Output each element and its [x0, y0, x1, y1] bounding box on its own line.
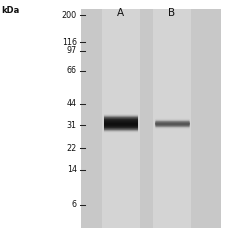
- Text: 44: 44: [67, 99, 76, 108]
- Text: 31: 31: [67, 121, 76, 129]
- Text: 6: 6: [72, 200, 76, 209]
- Text: 200: 200: [61, 11, 76, 20]
- Bar: [81, 9, 220, 228]
- Text: B: B: [167, 8, 175, 18]
- Text: 14: 14: [67, 165, 76, 174]
- Text: 116: 116: [62, 38, 76, 47]
- Text: 97: 97: [66, 47, 77, 55]
- Text: 22: 22: [66, 144, 77, 153]
- Bar: [152, 9, 190, 228]
- Text: kDa: kDa: [1, 6, 19, 15]
- Text: 66: 66: [67, 66, 76, 75]
- Bar: [101, 9, 140, 228]
- Text: A: A: [117, 8, 124, 18]
